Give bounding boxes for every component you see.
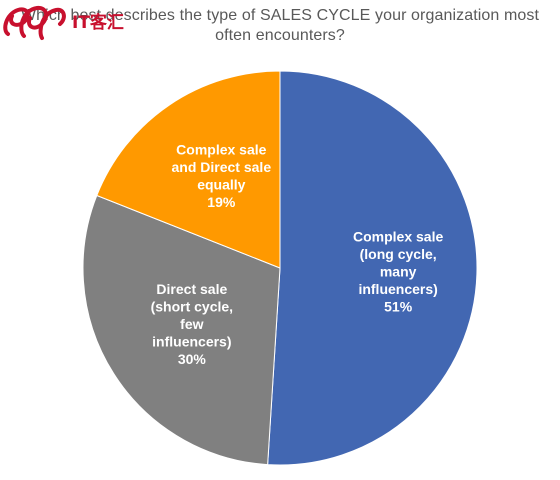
chart-title: Which best describes the type of SALES C… bbox=[10, 6, 550, 46]
pie-slice-label-line: equally bbox=[197, 176, 245, 192]
pie-slice-percent-label: 30% bbox=[178, 351, 207, 367]
pie-slice-label-line: (long cycle, bbox=[360, 246, 437, 262]
pie-slice-label-line: many bbox=[380, 264, 417, 280]
pie-slice-label-3: Complex sale and Direct sale equally 19% bbox=[172, 141, 272, 210]
chart-title-line-2: often encounters? bbox=[215, 27, 345, 44]
pie-slice-label-line: influencers) bbox=[358, 281, 437, 297]
watermark-logo-mark bbox=[3, 5, 66, 40]
pie-slice-2 bbox=[82, 194, 281, 466]
pie-slice-1 bbox=[267, 70, 478, 466]
pie-slice-label-line: few bbox=[180, 316, 203, 332]
watermark-logo: IT客汇 bbox=[3, 5, 124, 40]
pie-slice-label-line: Complex sale bbox=[353, 229, 443, 245]
pie-slice-percent-label: 51% bbox=[384, 299, 413, 315]
pie-slice-label-line: (short cycle, bbox=[151, 298, 233, 314]
pie-slice-label-2: Direct sale (short cycle, few influencers) 3… bbox=[151, 281, 233, 367]
pie-slice-label-line: Direct sale bbox=[156, 281, 227, 297]
pie-slice-3 bbox=[96, 70, 281, 269]
pie-slice-percent-label: 19% bbox=[207, 194, 236, 210]
watermark-logo-text: IT客汇 bbox=[72, 12, 124, 33]
chart-title-line-1: Which best describes the type of SALES C… bbox=[20, 7, 540, 24]
pie-slice-label-line: Complex sale bbox=[176, 141, 266, 157]
pie-slice-label-line: influencers) bbox=[152, 333, 231, 349]
pie-slice-label-1: Complex sale (long cycle, many influencers)… bbox=[353, 229, 443, 315]
pie-slice-label-line: and Direct sale bbox=[172, 159, 272, 175]
